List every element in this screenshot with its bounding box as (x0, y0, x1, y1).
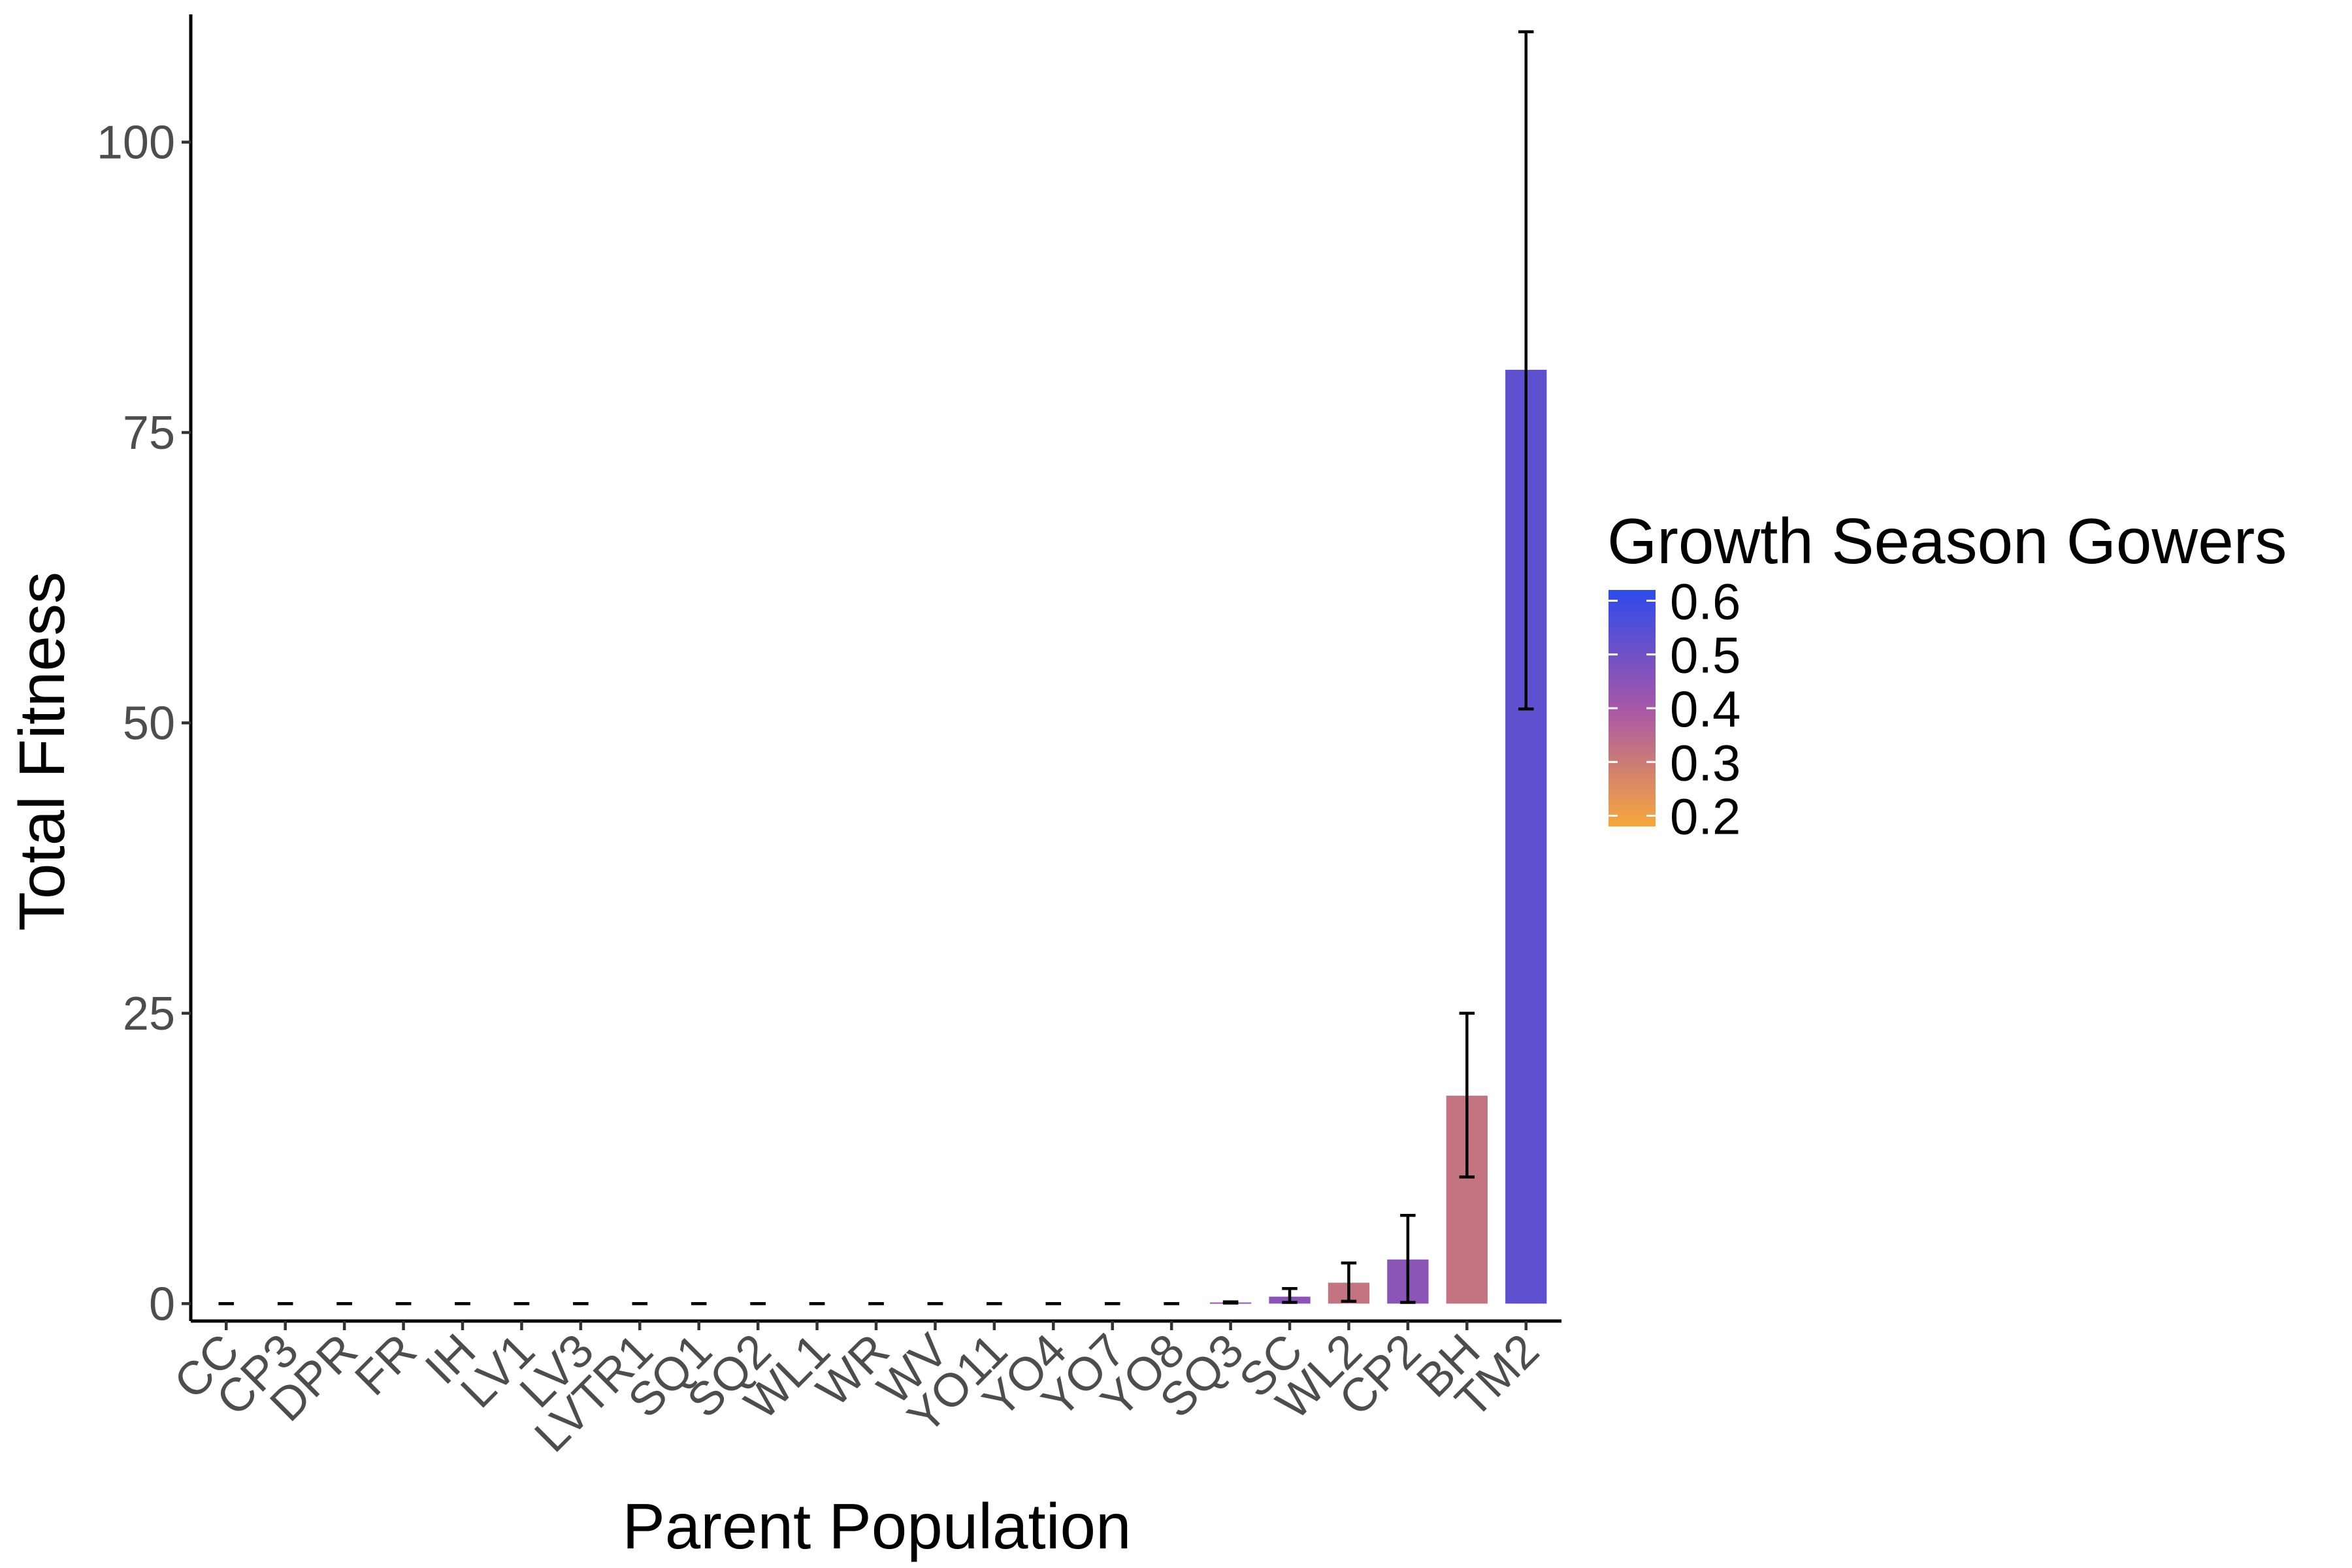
error-bar-sc (1282, 1286, 1298, 1304)
error-bar-tm2 (1518, 30, 1534, 711)
legend-tick-label: 0.5 (1670, 627, 1740, 684)
y-tick-label: 75 (123, 407, 175, 459)
legend-ticks: 0.60.50.40.30.2 (1609, 572, 1740, 845)
legend-title: Growth Season Gowers (1607, 505, 2287, 577)
error-bar-wl2 (1341, 1261, 1357, 1303)
x-tick-label-fr: FR (345, 1324, 426, 1405)
bars (1209, 370, 1547, 1304)
error-bar-cp2 (1400, 1213, 1416, 1304)
y-axis-ticks: 0 25 50 75 100 (97, 117, 191, 1330)
error-bars (218, 30, 1534, 1305)
legend-tick-label: 0.3 (1670, 734, 1740, 791)
y-tick-label: 25 (123, 988, 175, 1040)
legend: Growth Season Gowers 0.60.50.40.30.2 (1607, 505, 2287, 845)
error-bar-sq3 (1222, 1300, 1239, 1305)
y-axis-title: Total Fitness (6, 572, 78, 931)
legend-tick-label: 0.2 (1670, 788, 1740, 845)
y-tick-label: 100 (97, 117, 175, 169)
error-bar-bh (1459, 1011, 1475, 1179)
legend-tick-label: 0.4 (1670, 680, 1740, 738)
x-axis-ticks: CCCP3DPRFRIHLV1LV3LVTR1SQ1SQ2WL1WRWVYO11… (164, 1321, 1549, 1462)
x-axis-title: Parent Population (622, 1490, 1131, 1562)
legend-tick-label: 0.6 (1670, 572, 1740, 630)
y-tick-label: 0 (149, 1278, 175, 1330)
y-tick-label: 50 (123, 697, 175, 749)
